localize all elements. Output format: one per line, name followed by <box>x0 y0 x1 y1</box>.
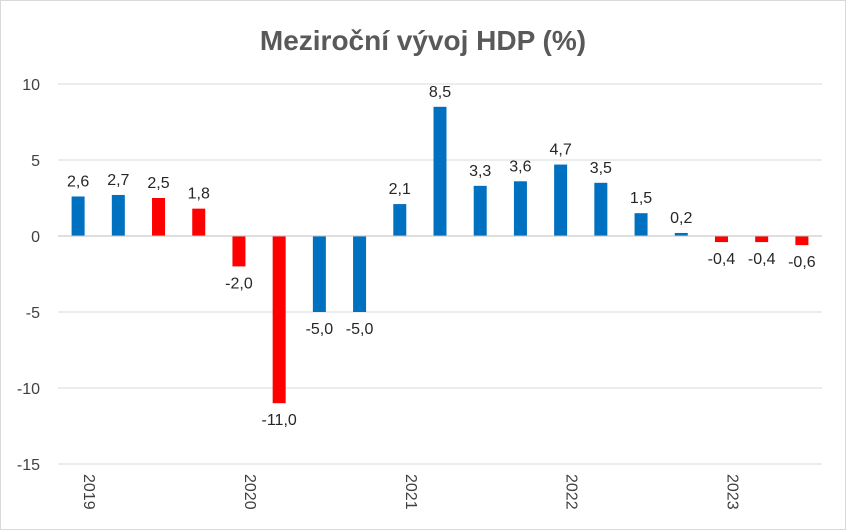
x-axis-year-label: 2019 <box>80 474 97 510</box>
data-label: 3,6 <box>509 158 531 175</box>
bar <box>473 185 487 236</box>
data-label: 1,5 <box>630 190 652 207</box>
data-label: 4,7 <box>550 142 572 159</box>
data-label: 1,8 <box>188 186 210 203</box>
bar <box>634 213 648 236</box>
data-label: -5,0 <box>346 321 374 338</box>
data-label: -0,4 <box>708 251 736 268</box>
bar <box>71 196 85 236</box>
bar <box>755 236 769 243</box>
bar <box>192 208 206 236</box>
bar <box>393 204 407 236</box>
data-label: -0,6 <box>788 254 816 271</box>
y-tick-label: 10 <box>22 77 40 94</box>
data-label: 2,5 <box>147 175 169 192</box>
data-label: 2,1 <box>389 181 411 198</box>
x-axis-year-label: 2022 <box>563 474 580 510</box>
y-tick-label: -5 <box>26 305 40 322</box>
data-label: 0,2 <box>670 210 692 227</box>
y-axis-ticks: 10 5 0 -5 -10 -15 <box>17 77 40 474</box>
y-tick-label: 5 <box>31 153 40 170</box>
data-label: 3,3 <box>469 163 491 180</box>
data-label: -0,4 <box>748 251 776 268</box>
bar <box>433 106 447 236</box>
bar <box>232 236 246 267</box>
x-axis-year-label: 2021 <box>402 474 419 510</box>
data-label: -11,0 <box>262 412 297 429</box>
bar <box>111 194 125 236</box>
bar <box>554 164 568 236</box>
x-axis-year-label: 2023 <box>723 474 740 510</box>
bar <box>594 182 608 236</box>
bar <box>714 236 728 243</box>
x-axis-year-label: 2020 <box>241 474 258 510</box>
bar <box>272 236 286 404</box>
data-label: -5,0 <box>306 321 334 338</box>
bar <box>312 236 326 312</box>
y-tick-label: -15 <box>17 457 40 474</box>
data-label: 2,7 <box>107 172 129 189</box>
bar <box>674 232 688 236</box>
data-labels: 2,6 2,7 2,5 1,8 -2,0 -11,0 -5,0 -5,0 2,1 8,5 3,3 3,… <box>67 84 816 429</box>
data-label: -2,0 <box>225 275 253 292</box>
chart-title: Meziroční vývoj HDP (%) <box>260 25 586 56</box>
bar <box>513 181 527 236</box>
x-axis-labels: 2019 2020 2021 2022 2023 <box>80 474 740 510</box>
bar <box>152 198 166 236</box>
data-label: 2,6 <box>67 173 89 190</box>
bar <box>353 236 367 312</box>
bars <box>71 106 809 404</box>
bar <box>795 236 809 246</box>
y-tick-label: 0 <box>31 229 40 246</box>
data-label: 8,5 <box>429 84 451 101</box>
data-label: 3,5 <box>590 160 612 177</box>
y-tick-label: -10 <box>17 381 40 398</box>
